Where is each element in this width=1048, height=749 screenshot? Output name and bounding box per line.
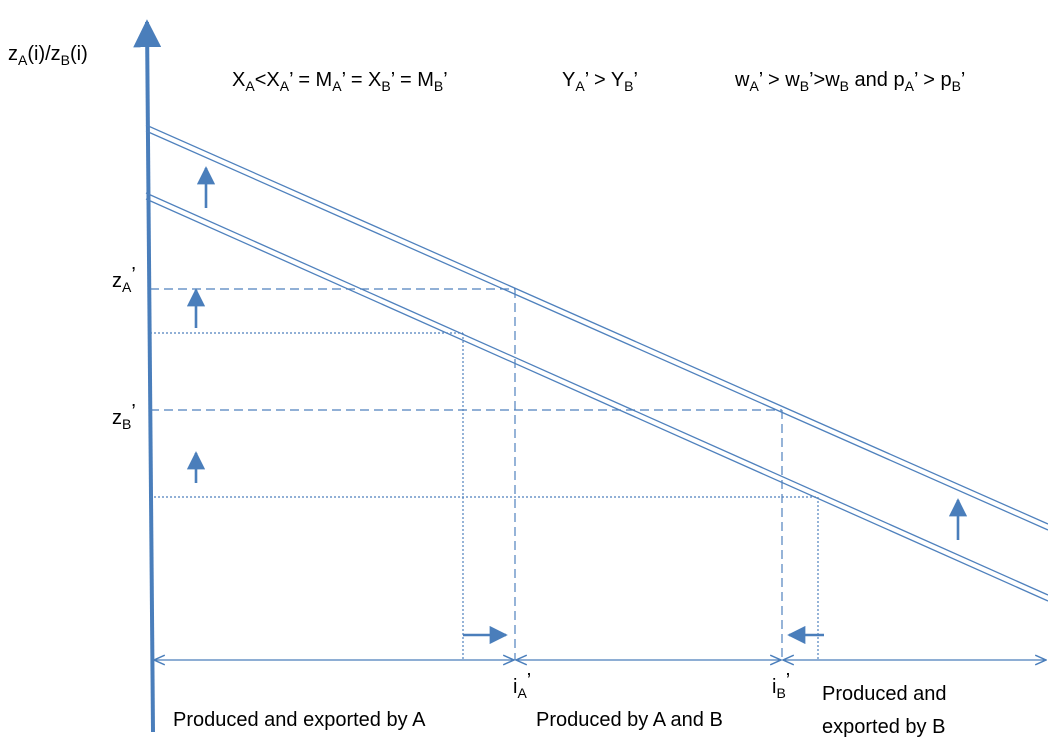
equation-wages-prices: wA’ > wB’>wB and pA’ > pB’: [734, 69, 965, 94]
tick-label-zA: zA’: [112, 264, 136, 295]
region-label-ab: Produced by A and B: [536, 709, 723, 731]
region-label-b-line2: exported by B: [822, 716, 945, 738]
region-label-a: Produced and exported by A: [173, 709, 426, 731]
equation-trade-balance: XA<XA’ = MA’ = XB’ = MB’: [232, 69, 448, 94]
dotted-guides: [150, 332, 819, 660]
tick-label-iA: iA’: [513, 670, 531, 701]
tick-label-zB: zB’: [112, 401, 136, 432]
curve-upper: [145, 124, 1048, 531]
region-label-b-line1: Produced and: [822, 683, 947, 705]
dashed-guides: [150, 288, 783, 660]
tick-label-iB: iB’: [772, 670, 790, 701]
curve-lower: [145, 192, 1048, 602]
y-axis-label: zA(i)/zB(i): [8, 43, 88, 68]
y-axis: [133, 19, 162, 733]
equation-income: YA’ > YB’: [562, 69, 638, 94]
